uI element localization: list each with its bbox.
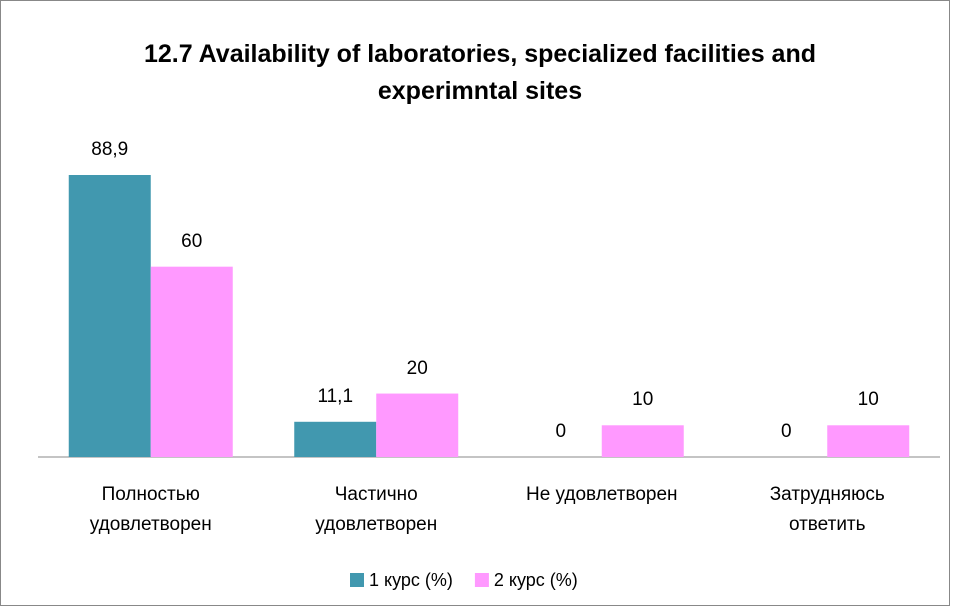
x-tick-label: Частично удовлетворен <box>315 484 438 535</box>
data-label: 88,9 <box>91 139 129 160</box>
data-label: 10 <box>857 389 879 411</box>
data-label: 0 <box>555 421 567 442</box>
data-label: 0 <box>780 421 792 442</box>
bar <box>827 425 910 457</box>
bar <box>150 266 233 457</box>
data-label: 10 <box>632 389 654 411</box>
x-tick-label: Не удовлетворен <box>525 484 678 505</box>
legend-label: 1 курс (%) <box>369 570 453 590</box>
data-label: 11,1 <box>317 385 354 407</box>
bar <box>68 175 151 457</box>
data-label: 60 <box>181 230 203 252</box>
bar <box>294 421 377 457</box>
legend-swatch <box>474 573 489 587</box>
x-tick-label: Полностью удовлетворен <box>89 484 212 535</box>
legend-label: 2 курс (%) <box>493 570 578 590</box>
data-label: 20 <box>406 357 428 379</box>
legend-swatch <box>350 573 364 587</box>
bar <box>376 393 459 457</box>
chart-title: 12.7 Availability of laboratories, speci… <box>143 40 816 105</box>
bar <box>601 425 684 457</box>
x-tick-label: Затрудняюсь ответить <box>769 484 885 535</box>
